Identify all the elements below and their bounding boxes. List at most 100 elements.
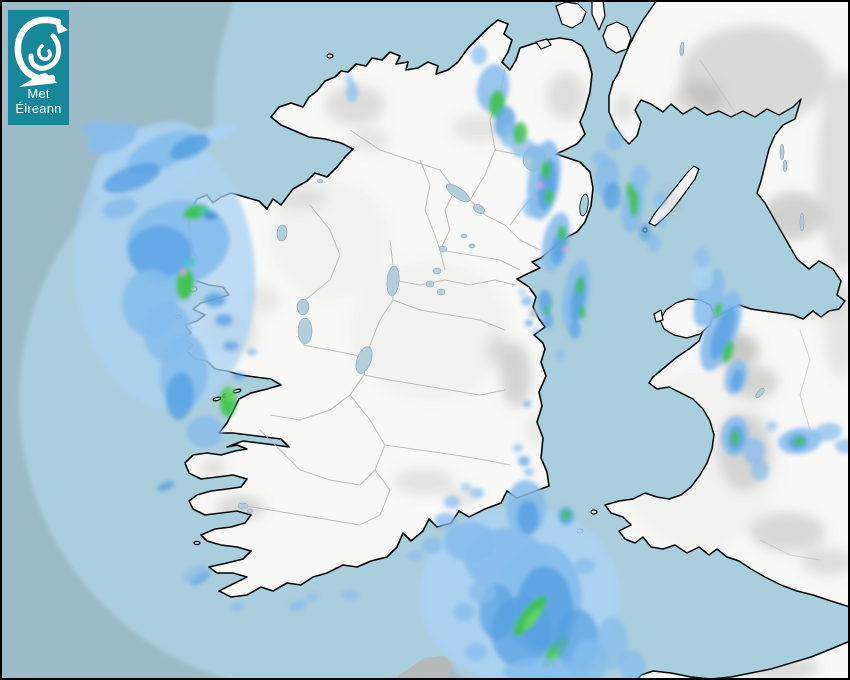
- county-borders: [239, 59, 821, 561]
- rain-cell: [434, 513, 458, 529]
- met-eireann-logo: Met Éireann: [8, 10, 69, 125]
- lake: [355, 346, 373, 374]
- rain-cell: [730, 369, 744, 391]
- lake: [425, 280, 435, 288]
- lake: [386, 265, 400, 297]
- rain-cell: [722, 341, 734, 363]
- island-holy-island: [653, 309, 664, 323]
- rain-cell: [247, 349, 257, 355]
- lake: [473, 204, 485, 214]
- rain-cell: [341, 590, 359, 600]
- rain-cell: [529, 311, 535, 317]
- rain-cell: [835, 439, 850, 453]
- rain-cell: [175, 268, 195, 300]
- rain-cell: [184, 257, 196, 267]
- rain-cell: [187, 416, 223, 448]
- lake: [316, 178, 324, 184]
- rain-cell: [693, 264, 713, 290]
- rain-cell: [576, 277, 584, 295]
- rain-cell: [521, 296, 533, 306]
- rain-cell: [596, 617, 628, 669]
- rain-cell: [626, 182, 634, 198]
- landmass-layer: [174, 0, 850, 680]
- rain-cell: [694, 248, 710, 268]
- rain-cell: [557, 225, 567, 241]
- rain-cell: [444, 522, 496, 562]
- lake: [468, 243, 476, 249]
- lake: [799, 212, 805, 232]
- rain-cell: [537, 182, 543, 188]
- rain-cell: [575, 558, 595, 574]
- rain-cell: [470, 488, 484, 498]
- strangford-lough: [579, 193, 589, 217]
- lake: [296, 298, 310, 316]
- lake: [779, 143, 785, 161]
- rain-cell: [471, 45, 487, 65]
- rain-cell: [795, 436, 805, 446]
- rainfall-layer: [74, 45, 850, 680]
- logo-line-eireann: Éireann: [15, 101, 62, 116]
- met-eireann-spiral-icon: [8, 10, 69, 88]
- no-coverage-wedge: [398, 656, 452, 680]
- rain-cell: [525, 320, 533, 326]
- rain-cell: [743, 438, 765, 464]
- rain-cell: [468, 581, 496, 603]
- rain-cell: [346, 82, 358, 102]
- rain-cell: [657, 216, 667, 228]
- rain-cell: [561, 510, 571, 520]
- rain-cell: [182, 564, 208, 584]
- rain-cell: [157, 481, 175, 491]
- lake: [276, 224, 288, 242]
- lake: [460, 233, 468, 239]
- rain-cell: [710, 306, 736, 360]
- rain-cell: [563, 246, 569, 252]
- rain-cell: [569, 321, 581, 339]
- rain-cell: [230, 603, 244, 611]
- rain-cell: [206, 123, 238, 141]
- rain-cell: [204, 212, 218, 220]
- rain-cell: [223, 341, 239, 351]
- rain-cell: [639, 223, 651, 241]
- rain-cell: [555, 349, 565, 361]
- rain-cell: [606, 130, 624, 150]
- rain-cell: [544, 189, 554, 205]
- rain-cell: [82, 120, 110, 136]
- rain-cell: [543, 311, 553, 329]
- rain-cell: [126, 130, 198, 174]
- rain-cell: [465, 643, 487, 661]
- rain-cell: [517, 500, 539, 534]
- rain-cell: [407, 551, 423, 561]
- islands-group: [174, 0, 715, 546]
- rain-cell: [523, 608, 541, 630]
- island-tory: [326, 53, 334, 59]
- rain-cell: [453, 603, 475, 621]
- rain-cell: [289, 600, 307, 612]
- lake: [237, 502, 249, 510]
- rain-cell: [631, 164, 649, 190]
- island-rathlin: [535, 38, 552, 50]
- rain-cell: [444, 496, 460, 508]
- lake: [432, 267, 442, 275]
- rain-cell: [751, 459, 769, 481]
- rain-cell: [128, 226, 192, 278]
- rain-cell: [169, 134, 211, 160]
- lake: [782, 159, 788, 173]
- terrain-isle-of-man: [665, 186, 679, 214]
- rain-cell: [233, 372, 245, 380]
- rain-cell: [814, 422, 842, 442]
- rain-cell: [180, 268, 186, 276]
- rain-cell: [513, 444, 523, 452]
- lake: [246, 508, 254, 514]
- rain-cell: [345, 74, 353, 84]
- rain-cell: [731, 430, 739, 446]
- rain-cell: [713, 302, 723, 318]
- rain-cell: [592, 151, 608, 165]
- island-islay: [555, 1, 587, 29]
- rain-cell: [523, 401, 531, 407]
- rain-cell: [204, 293, 226, 307]
- lake: [438, 245, 448, 253]
- rain-cell: [647, 234, 661, 252]
- rain-cell: [102, 197, 138, 219]
- rain-cell: [766, 421, 778, 431]
